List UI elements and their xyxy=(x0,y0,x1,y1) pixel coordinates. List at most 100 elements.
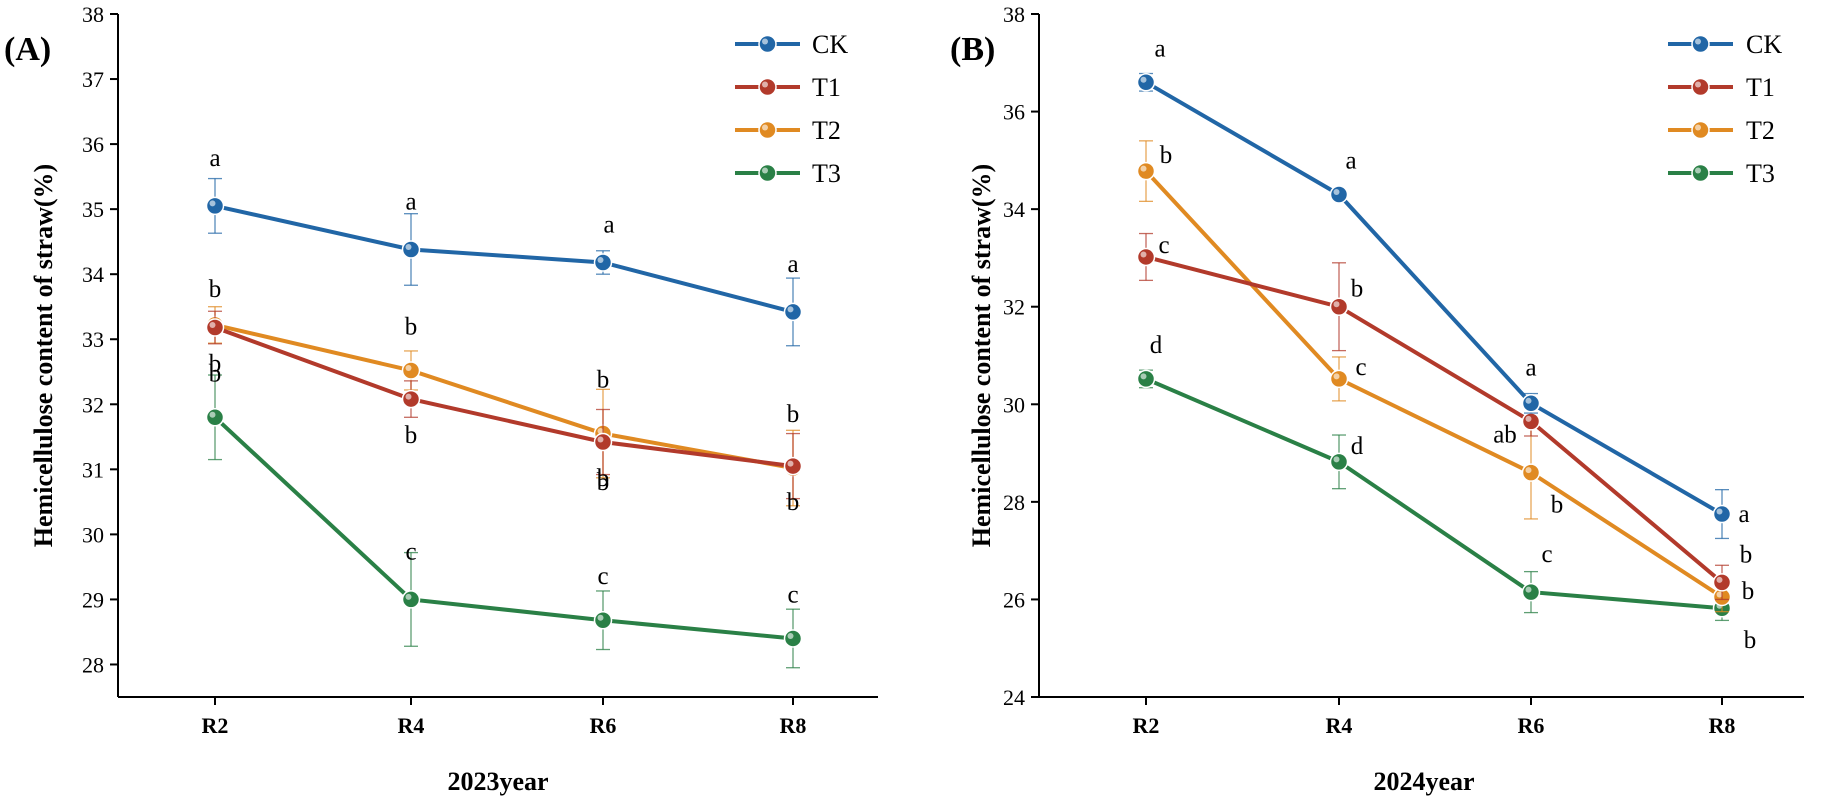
y-tick-label: 35 xyxy=(82,197,104,222)
data-point-highlight xyxy=(1140,76,1147,83)
data-point-highlight xyxy=(1525,397,1532,404)
data-point xyxy=(1329,297,1349,316)
data-point-highlight xyxy=(405,593,412,600)
series-t3 xyxy=(205,374,803,669)
y-tick-label: 28 xyxy=(82,652,104,677)
data-point xyxy=(783,629,803,648)
legend-marker xyxy=(758,77,777,97)
legend-marker xyxy=(1691,120,1710,140)
legend-label: CK xyxy=(1746,30,1782,59)
data-point-highlight xyxy=(1140,165,1147,172)
data-point-highlight xyxy=(787,632,794,639)
significance-letter: c xyxy=(787,581,798,608)
significance-letter: b xyxy=(405,313,418,340)
legend-label: T1 xyxy=(1746,73,1775,102)
significance-letter: a xyxy=(1525,354,1536,381)
series-line xyxy=(214,322,794,471)
series-line xyxy=(1145,255,1724,584)
series-ck xyxy=(205,177,803,347)
data-point xyxy=(401,361,421,380)
significance-letter: a xyxy=(603,211,614,238)
significance-letter: c xyxy=(1355,354,1366,381)
legend: CK T1 T2 T3 xyxy=(1668,30,1782,188)
x-tick-label: R4 xyxy=(398,713,425,738)
legend-label: CK xyxy=(812,30,848,59)
significance-letter: b xyxy=(1740,541,1753,568)
chart-panel-b: (B) 24 26 28 30 32 34 36 38 R2 R4 R6 R8 Hemicellulose… xyxy=(950,2,1804,796)
legend-label: T2 xyxy=(812,116,841,145)
significance-letter: c xyxy=(1158,232,1169,259)
significance-letter: b xyxy=(597,465,610,492)
legend-marker-highlight xyxy=(762,81,768,88)
series-line xyxy=(213,415,794,641)
significance-letter: a xyxy=(1154,35,1165,62)
x-tick-label: R6 xyxy=(1518,713,1545,738)
y-tick-label: 30 xyxy=(82,522,104,547)
data-point xyxy=(205,196,225,216)
data-point-highlight xyxy=(1333,301,1340,308)
data-point-highlight xyxy=(787,306,794,313)
y-tick-label: 29 xyxy=(82,587,104,612)
y-tick-label: 26 xyxy=(1003,587,1025,612)
y-tick-label: 34 xyxy=(1003,197,1025,222)
significance-letter: a xyxy=(1345,148,1356,175)
series-t1 xyxy=(1136,232,1732,601)
data-point xyxy=(1521,412,1541,431)
legend-marker xyxy=(1691,163,1710,183)
series-t2 xyxy=(1136,140,1732,613)
chart-panel-a: (A) 28 29 30 31 32 33 34 35 36 37 38 R2 R4 R6 R8 Hemicel… xyxy=(4,2,878,796)
legend-marker-highlight xyxy=(762,124,768,131)
legend-marker-highlight xyxy=(1695,124,1701,131)
data-point-highlight xyxy=(1525,586,1532,593)
legend-marker xyxy=(758,34,777,54)
data-point xyxy=(593,610,613,630)
legend: CK T1 T2 T3 xyxy=(735,30,848,188)
significance-letter: d xyxy=(1351,433,1364,460)
data-point-highlight xyxy=(1333,189,1340,196)
significance-letter: c xyxy=(1541,541,1552,568)
legend-marker xyxy=(1691,77,1710,97)
series-line xyxy=(1144,80,1724,516)
data-point-highlight xyxy=(209,200,216,207)
data-point xyxy=(401,389,421,409)
significance-letter: b xyxy=(1744,627,1757,654)
y-tick-label: 32 xyxy=(1003,295,1025,320)
series-line xyxy=(214,325,794,469)
legend-marker xyxy=(758,163,777,183)
data-point xyxy=(1329,452,1349,472)
x-tick-label: R4 xyxy=(1326,713,1353,738)
significance-letter: c xyxy=(597,563,608,590)
significance-letter: b xyxy=(597,469,610,496)
data-point-highlight xyxy=(597,256,604,263)
data-point xyxy=(1136,369,1156,389)
x-axis-title: 2023year xyxy=(447,767,548,796)
data-point xyxy=(1521,582,1541,602)
significance-letter: d xyxy=(1150,332,1163,359)
data-point-highlight xyxy=(1716,591,1723,598)
data-point-highlight xyxy=(1140,251,1147,258)
legend-marker-highlight xyxy=(1695,38,1701,45)
series-line xyxy=(1145,377,1723,611)
data-point-highlight xyxy=(405,364,412,371)
data-point xyxy=(1136,73,1156,92)
series-t1 xyxy=(205,310,803,500)
significance-letter: b xyxy=(405,422,418,449)
x-tick-label: R6 xyxy=(590,713,617,738)
y-tick-label: 37 xyxy=(82,67,104,92)
significance-letter: b xyxy=(1742,578,1755,605)
panel-label: (A) xyxy=(4,31,51,68)
data-point-highlight xyxy=(597,428,604,435)
x-tick-label: R8 xyxy=(1709,713,1736,738)
data-point xyxy=(205,408,225,427)
y-tick-label: 32 xyxy=(82,392,104,417)
legend-marker xyxy=(758,120,777,140)
data-point-highlight xyxy=(1140,373,1147,380)
data-point-highlight xyxy=(405,243,412,250)
significance-letter: a xyxy=(209,145,220,172)
significance-letter: b xyxy=(787,401,800,428)
data-point xyxy=(1712,573,1732,592)
x-tick-label: R8 xyxy=(780,713,807,738)
series-t2 xyxy=(205,306,803,507)
y-tick-label: 31 xyxy=(82,457,104,482)
legend-label: T3 xyxy=(1746,159,1775,188)
